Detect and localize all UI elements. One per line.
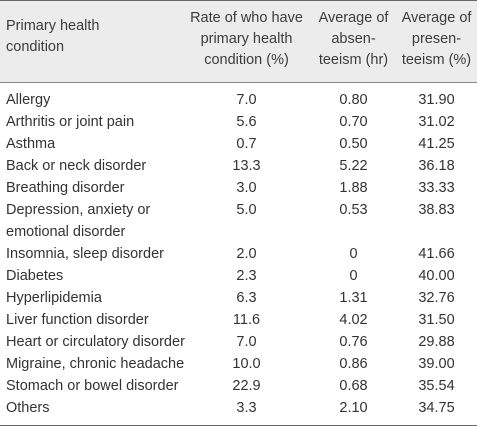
row-presenteeism: 35.54 xyxy=(418,378,455,394)
row-presenteeism: 33.33 xyxy=(418,180,455,196)
header-presenteeism: Average of presen- teeism (%) xyxy=(401,10,472,68)
table-header-background xyxy=(0,0,477,82)
row-condition: Allergy xyxy=(6,92,51,108)
row-absenteeism: 0.80 xyxy=(339,92,368,108)
row-condition: Hyperlipidemia xyxy=(6,290,102,306)
row-absenteeism: 0.50 xyxy=(339,136,368,152)
row-condition: Arthritis or joint pain xyxy=(6,114,135,130)
row-condition: Stomach or bowel disorder xyxy=(6,378,179,394)
row-condition: Insomnia, sleep disorder xyxy=(6,246,164,262)
row-rate: 6.3 xyxy=(236,290,257,306)
row-absenteeism: 0 xyxy=(349,268,358,284)
row-presenteeism: 41.66 xyxy=(418,246,455,262)
row-rate: 5.6 xyxy=(236,114,257,130)
row-rate: 2.3 xyxy=(236,268,257,284)
row-presenteeism: 38.83 xyxy=(418,202,455,218)
row-rate: 11.6 xyxy=(232,312,261,328)
row-rate: 22.9 xyxy=(232,378,261,394)
row-absenteeism: 5.22 xyxy=(339,158,368,174)
row-rate: 3.0 xyxy=(236,180,257,196)
row-condition: Depression, anxiety or emotional disorde… xyxy=(6,202,151,240)
row-presenteeism: 36.18 xyxy=(418,158,455,174)
row-absenteeism: 0 xyxy=(349,246,358,262)
row-condition: Others xyxy=(6,400,50,416)
row-condition: Back or neck disorder xyxy=(6,158,147,174)
row-presenteeism: 29.88 xyxy=(418,334,455,350)
table-top-rule xyxy=(0,0,477,1)
table-header-rule xyxy=(0,82,477,83)
row-rate: 3.3 xyxy=(236,400,257,416)
row-rate: 5.0 xyxy=(236,202,257,218)
row-presenteeism: 32.76 xyxy=(418,290,455,306)
row-rate: 7.0 xyxy=(236,334,257,350)
header-condition: Primary health condition xyxy=(6,18,100,55)
row-presenteeism: 41.25 xyxy=(418,136,455,152)
row-rate: 0.7 xyxy=(236,136,257,152)
row-condition: Asthma xyxy=(6,136,56,152)
row-absenteeism: 0.70 xyxy=(339,114,368,130)
row-absenteeism: 0.53 xyxy=(339,202,368,218)
row-absenteeism: 0.86 xyxy=(339,356,368,372)
header-absenteeism: Average of absen- teeism (hr) xyxy=(318,10,389,68)
row-presenteeism: 39.00 xyxy=(418,356,455,372)
row-absenteeism: 4.02 xyxy=(339,312,368,328)
row-condition: Diabetes xyxy=(6,268,64,284)
row-condition: Breathing disorder xyxy=(6,180,125,196)
row-absenteeism: 2.10 xyxy=(339,400,368,416)
row-presenteeism: 31.02 xyxy=(418,114,455,130)
row-presenteeism: 40.00 xyxy=(418,268,455,284)
row-condition: Liver function disorder xyxy=(6,312,149,328)
row-condition: Heart or circulatory disorder xyxy=(6,334,185,350)
row-absenteeism: 0.76 xyxy=(339,334,368,350)
row-absenteeism: 0.68 xyxy=(339,378,368,394)
row-rate: 7.0 xyxy=(236,92,257,108)
row-presenteeism: 31.50 xyxy=(418,312,455,328)
row-rate: 13.3 xyxy=(232,158,261,174)
row-rate: 10.0 xyxy=(232,356,261,372)
row-presenteeism: 34.75 xyxy=(418,400,455,416)
row-rate: 2.0 xyxy=(236,246,257,262)
row-condition: Migraine, chronic headache xyxy=(6,356,185,372)
header-rate: Rate of who have primary health conditio… xyxy=(190,10,303,68)
row-presenteeism: 31.90 xyxy=(418,92,455,108)
row-absenteeism: 1.88 xyxy=(339,180,368,196)
row-absenteeism: 1.31 xyxy=(339,290,368,306)
